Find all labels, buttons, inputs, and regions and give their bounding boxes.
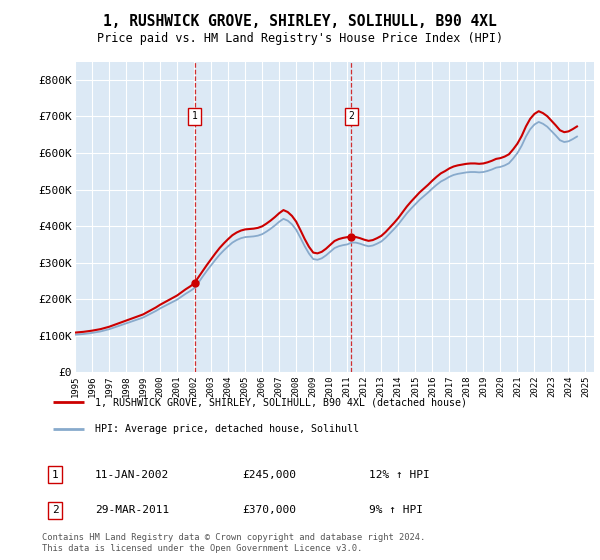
Text: 1: 1 xyxy=(52,470,59,480)
Text: 1, RUSHWICK GROVE, SHIRLEY, SOLIHULL, B90 4XL: 1, RUSHWICK GROVE, SHIRLEY, SOLIHULL, B9… xyxy=(103,14,497,29)
Text: Contains HM Land Registry data © Crown copyright and database right 2024.
This d: Contains HM Land Registry data © Crown c… xyxy=(42,533,425,553)
Text: HPI: Average price, detached house, Solihull: HPI: Average price, detached house, Soli… xyxy=(95,424,359,435)
Text: 11-JAN-2002: 11-JAN-2002 xyxy=(95,470,169,480)
Text: 1: 1 xyxy=(191,111,197,122)
Text: 12% ↑ HPI: 12% ↑ HPI xyxy=(370,470,430,480)
Text: £370,000: £370,000 xyxy=(242,505,296,515)
Text: 2: 2 xyxy=(349,111,354,122)
Text: £245,000: £245,000 xyxy=(242,470,296,480)
Text: 1, RUSHWICK GROVE, SHIRLEY, SOLIHULL, B90 4XL (detached house): 1, RUSHWICK GROVE, SHIRLEY, SOLIHULL, B9… xyxy=(95,397,467,407)
Text: 29-MAR-2011: 29-MAR-2011 xyxy=(95,505,169,515)
Text: 2: 2 xyxy=(52,505,59,515)
Text: Price paid vs. HM Land Registry's House Price Index (HPI): Price paid vs. HM Land Registry's House … xyxy=(97,32,503,45)
Text: 9% ↑ HPI: 9% ↑ HPI xyxy=(370,505,424,515)
